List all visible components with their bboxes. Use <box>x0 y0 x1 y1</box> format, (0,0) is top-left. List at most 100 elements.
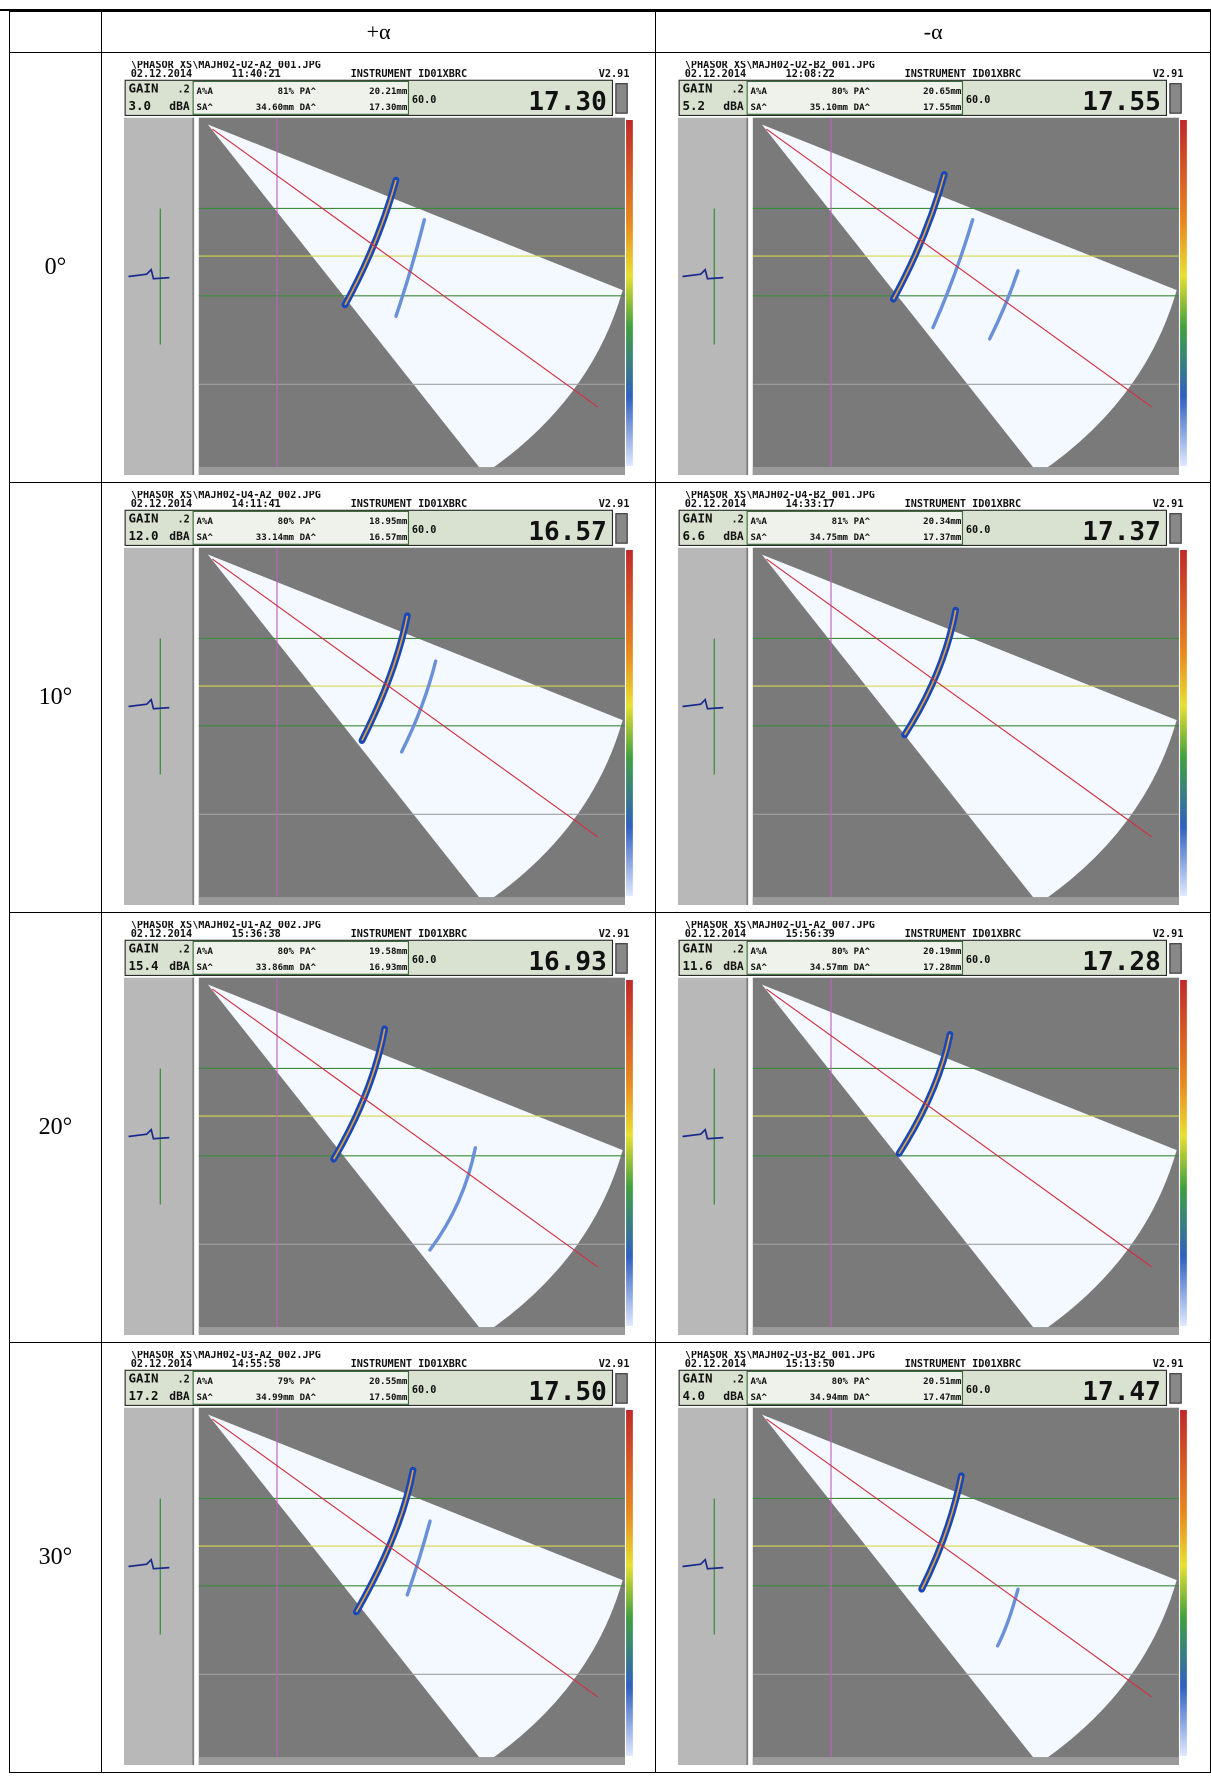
label: 81% <box>832 516 849 526</box>
scan-image: \PHASOR XS\MAJH02-U1-A2_002.JPG02.12.201… <box>123 921 633 1335</box>
label: GAIN <box>128 940 158 955</box>
row: 20° \PHASOR XS\MAJH02-U1-A2_002.JPG 02.12.… <box>9 912 1211 1343</box>
label: dBA <box>723 1388 744 1402</box>
column-header: -α <box>655 11 1211 53</box>
a-scan-signal <box>128 697 170 710</box>
label: 20.55mm <box>369 1376 408 1386</box>
readout-box <box>192 1370 409 1405</box>
echo <box>399 658 437 754</box>
indicator <box>614 512 628 544</box>
readout-box <box>746 940 964 975</box>
label: 80% <box>832 946 849 956</box>
label: 15:56:39 <box>786 928 835 939</box>
label: .2 <box>177 944 189 955</box>
echo-core <box>360 615 408 741</box>
echo-core <box>904 609 957 735</box>
rule <box>0 9 1211 11</box>
label: A%A <box>196 516 213 526</box>
label: 4.0 <box>683 1387 706 1402</box>
label: PA^ <box>299 946 316 956</box>
image-cell: \PHASOR XS\MAJH02-U1-A2_007.JPG 02.12.201… <box>655 912 1211 1343</box>
label: 60.0 <box>411 954 436 965</box>
label: .2 <box>732 514 744 525</box>
label: PA^ <box>299 1376 316 1386</box>
label: 60.0 <box>411 94 436 105</box>
label: V2.91 <box>598 928 629 939</box>
sector-fan <box>207 554 623 904</box>
label: 12.0 <box>128 527 158 542</box>
color-bar <box>625 979 633 1326</box>
label: INSTRUMENT ID01XBRC <box>350 928 466 939</box>
row-label: 30° <box>9 1342 102 1773</box>
label: PA^ <box>854 516 871 526</box>
label: 60.0 <box>966 524 991 535</box>
echo-core <box>921 1475 963 1590</box>
a-scan-strip <box>123 117 194 475</box>
label: 17.30 <box>528 86 606 116</box>
a-scan-signal <box>682 1557 724 1570</box>
sector-fan <box>762 554 1177 904</box>
echo <box>988 268 1020 341</box>
readout-box <box>746 1370 964 1405</box>
label: DA^ <box>299 1392 316 1402</box>
label: 17.2 <box>128 1387 158 1402</box>
label: 34.57mm <box>810 962 849 972</box>
label: 20.21mm <box>369 86 408 96</box>
label: 6.6 <box>683 527 706 542</box>
label: 14:55:58 <box>231 1358 280 1369</box>
label: 17.28 <box>1083 946 1161 976</box>
sector-fan <box>762 124 1177 474</box>
label: dBA <box>169 528 190 542</box>
sector-fan <box>207 1414 623 1764</box>
indicator <box>614 1372 628 1404</box>
label: INSTRUMENT ID01XBRC <box>905 68 1021 79</box>
label: \PHASOR XS\MAJH02-U2-A2_001.JPG <box>130 61 320 71</box>
label: 34.75mm <box>810 532 849 542</box>
a-scan-signal <box>128 1557 170 1570</box>
label: PA^ <box>299 86 316 96</box>
echo <box>427 1145 477 1252</box>
label: dBA <box>169 958 190 972</box>
label: 60.0 <box>411 524 436 535</box>
label: 17.37 <box>1083 516 1161 546</box>
label: 80% <box>832 86 849 96</box>
indicator <box>1169 1372 1182 1404</box>
beam-line <box>211 1418 598 1697</box>
label: SA^ <box>751 102 768 112</box>
color-bar <box>1180 549 1188 896</box>
a-scan-strip <box>678 1407 749 1765</box>
label: 12:08:22 <box>786 68 835 79</box>
label: V2.91 <box>598 498 629 509</box>
label: INSTRUMENT ID01XBRC <box>350 498 466 509</box>
label: \PHASOR XS\MAJH02-U2-B2_001.JPG <box>685 61 875 71</box>
label: 11.6 <box>683 957 713 972</box>
label: 16.57 <box>528 516 606 546</box>
label: SA^ <box>196 102 213 112</box>
image-cell: \PHASOR XS\MAJH02-U4-A2_002.JPG 02.12.201… <box>100 482 657 913</box>
a-scan-signal <box>682 267 724 280</box>
beam-line <box>211 128 598 407</box>
label: GAIN <box>683 1370 713 1385</box>
label: 19.58mm <box>369 946 408 956</box>
indicator <box>614 942 628 974</box>
label: 79% <box>277 1376 294 1386</box>
label: 17.47mm <box>923 1392 962 1402</box>
label: 18.95mm <box>369 516 408 526</box>
label: SA^ <box>751 962 768 972</box>
a-scan-strip <box>678 977 749 1335</box>
echo <box>393 217 426 318</box>
sector-fan <box>762 984 1177 1334</box>
label: \PHASOR XS\MAJH02-U3-B2_001.JPG <box>685 1351 875 1361</box>
label: A%A <box>196 86 213 96</box>
label: 14:11:41 <box>231 498 280 509</box>
label: A%A <box>751 946 768 956</box>
label: 14:33:17 <box>786 498 835 509</box>
column-header: +α <box>100 11 657 53</box>
header-row: +α -α <box>9 11 1211 53</box>
indicator <box>614 82 628 114</box>
label: V2.91 <box>1153 928 1184 939</box>
label: 80% <box>832 1376 849 1386</box>
bottom-ruler <box>753 1326 1180 1335</box>
label: A%A <box>196 1376 213 1386</box>
